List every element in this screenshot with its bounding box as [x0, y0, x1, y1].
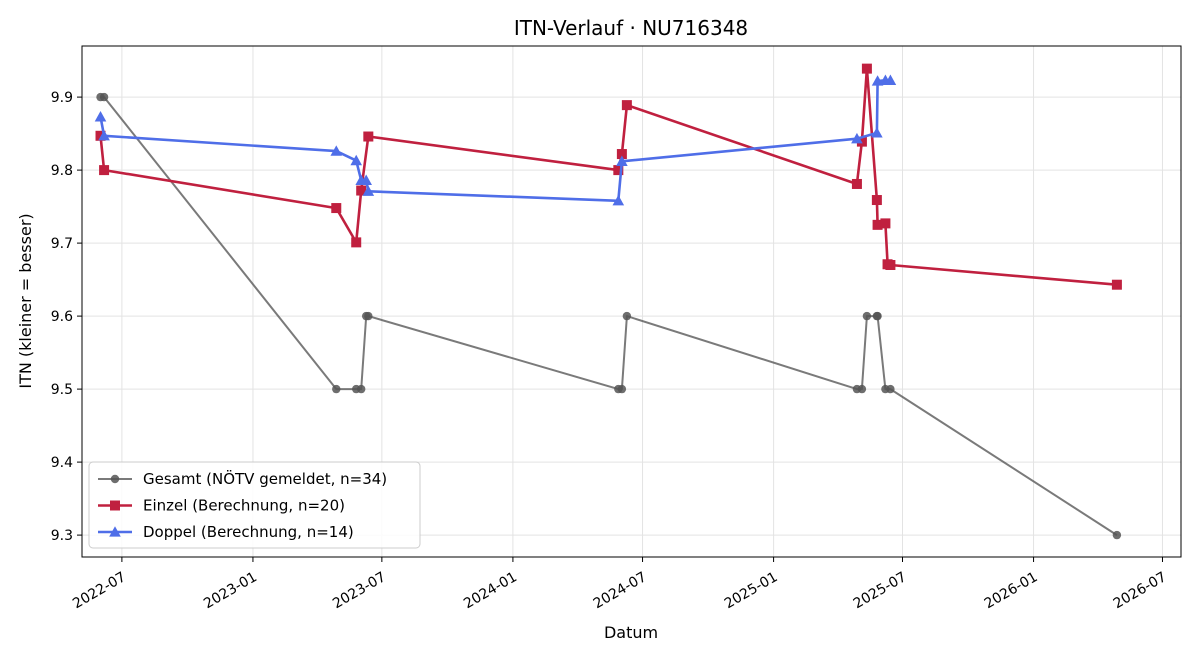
- data-point-einzel: [613, 165, 624, 176]
- data-point-einzel: [616, 149, 627, 160]
- data-point-gesamt: [857, 384, 867, 394]
- chart-title: ITN-Verlauf · NU716348: [514, 16, 748, 40]
- legend: Gesamt (NÖTV gemeldet, n=34) Einzel (Bere…: [88, 461, 421, 549]
- series-line-einzel: [99, 67, 1118, 286]
- data-point-doppel: [616, 155, 628, 166]
- data-point-gesamt: [617, 384, 627, 394]
- x-axis-title: Datum: [604, 623, 658, 642]
- legend-box: [88, 461, 421, 549]
- data-point-einzel: [880, 218, 891, 229]
- y-axis-title: ITN (kleiner = besser): [16, 213, 35, 388]
- data-point-gesamt: [364, 311, 373, 321]
- x-tick-label: 2024-01: [461, 569, 520, 612]
- y-tick-label: 9.7: [51, 236, 73, 252]
- data-point-doppel: [871, 127, 883, 138]
- y-tick-label: 9.3: [51, 528, 73, 544]
- data-point-einzel: [872, 219, 883, 230]
- series-gesamt: [96, 92, 1122, 540]
- data-point-doppel: [362, 185, 375, 196]
- data-point-einzel: [871, 195, 882, 206]
- data-point-doppel: [851, 132, 863, 144]
- data-point-gesamt: [332, 384, 341, 394]
- data-point-doppel: [98, 129, 110, 141]
- data-point-doppel: [612, 194, 625, 206]
- legend-marker-gesamt: [110, 474, 120, 484]
- data-point-doppel: [350, 154, 363, 166]
- legend-item-doppel: Doppel (Berechnung, n=14): [98, 523, 354, 541]
- y-tick-label: 9.9: [51, 90, 73, 106]
- y-tick-label: 9.6: [51, 309, 73, 325]
- x-tick-label: 2026-07: [1111, 569, 1170, 612]
- y-tick-label: 9.8: [51, 163, 73, 179]
- legend-item-gesamt: Gesamt (NÖTV gemeldet, n=34): [98, 469, 387, 488]
- data-point-doppel: [360, 174, 372, 185]
- x-tick-label: 2023-07: [330, 569, 389, 612]
- data-point-doppel: [884, 74, 897, 85]
- data-point-gesamt: [873, 311, 882, 321]
- data-point-einzel: [95, 130, 106, 141]
- data-point-einzel: [885, 260, 896, 270]
- data-point-gesamt: [886, 384, 895, 394]
- data-point-einzel: [356, 185, 367, 196]
- x-tick-label: 2025-01: [722, 569, 781, 612]
- plot-frame: [81, 45, 1182, 558]
- grid-layer: [82, 46, 1181, 557]
- data-point-einzel: [621, 100, 632, 111]
- data-point-einzel: [363, 131, 374, 142]
- data-point-doppel: [871, 75, 884, 86]
- legend-label-doppel: Doppel (Berechnung, n=14): [143, 523, 354, 541]
- data-point-einzel: [861, 63, 872, 74]
- legend-marker-einzel: [110, 500, 120, 511]
- legend-marker-doppel: [109, 526, 121, 537]
- legend-item-einzel: Einzel (Berechnung, n=20): [98, 497, 345, 515]
- data-point-einzel: [99, 165, 110, 176]
- data-point-einzel: [351, 237, 362, 248]
- series-doppel: [94, 74, 897, 206]
- y-tick-label: 9.4: [51, 455, 73, 471]
- x-tick-label: 2023-01: [201, 569, 260, 612]
- series-line-doppel: [99, 79, 891, 203]
- data-point-gesamt: [622, 311, 632, 321]
- data-point-einzel: [1111, 279, 1122, 290]
- x-tick-label: 2022-07: [70, 569, 129, 612]
- legend-label-gesamt: Gesamt (NÖTV gemeldet, n=34): [143, 469, 387, 488]
- y-tick-label: 9.5: [51, 382, 73, 398]
- series-einzel: [95, 63, 1122, 290]
- x-tick-label: 2024-07: [591, 569, 650, 612]
- series-layer: [94, 63, 1122, 540]
- legend-label-einzel: Einzel (Berechnung, n=20): [143, 497, 345, 515]
- data-point-doppel: [94, 111, 107, 122]
- x-tick-label: 2026-01: [982, 569, 1041, 612]
- data-point-einzel: [331, 203, 342, 214]
- x-tick-label: 2025-07: [851, 569, 910, 612]
- data-point-doppel: [330, 145, 343, 156]
- data-point-gesamt: [357, 384, 366, 394]
- data-point-einzel: [856, 136, 867, 147]
- data-point-gesamt: [862, 311, 872, 321]
- data-point-gesamt: [1112, 530, 1122, 540]
- data-point-gesamt: [99, 92, 109, 102]
- data-point-einzel: [851, 178, 862, 189]
